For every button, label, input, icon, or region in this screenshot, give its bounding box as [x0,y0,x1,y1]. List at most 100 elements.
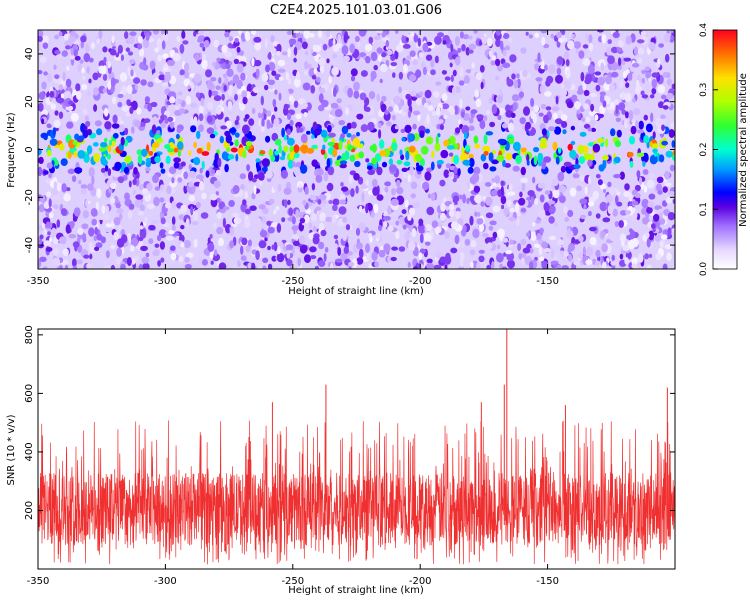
heatmap-cell [268,148,273,158]
heatmap-cell [616,46,623,53]
heatmap-cell [130,245,135,252]
heatmap-cell [547,200,556,205]
heatmap-cell [431,150,435,159]
heatmap-cell [287,159,294,169]
heatmap-cell [627,72,633,82]
heatmap-cell [194,53,200,62]
heatmap-cell [614,140,622,148]
heatmap-cell [448,171,455,177]
heatmap-cell [88,78,92,84]
heatmap-cell [464,238,471,246]
heatmap-cell [485,196,493,206]
heatmap-cell [508,37,513,43]
heatmap-cell [306,147,315,154]
heatmap-cell [405,150,410,161]
heatmap-cell [567,209,574,218]
heatmap-cell [304,60,308,70]
heatmap-cell [276,223,282,233]
heatmap-cell [496,244,501,250]
heatmap-cell [48,212,54,219]
heatmap-cell [373,35,381,41]
heatmap-cell [601,243,608,253]
heatmap-cell [616,129,622,138]
heatmap-cell [457,168,461,176]
heatmap-cell [38,35,43,42]
top-y-tick-label: 0 [24,146,35,152]
heatmap-cell [313,92,321,102]
heatmap-cell [244,208,251,215]
heatmap-cell [49,138,58,146]
heatmap-cell [405,37,409,42]
heatmap-cell [298,183,302,189]
heatmap-cell [56,182,62,192]
heatmap-cell [311,183,316,191]
heatmap-cell [116,207,124,214]
heatmap-cell [167,148,174,153]
heatmap-cell [476,114,484,120]
heatmap-cell [457,47,462,53]
heatmap-cell [576,185,582,192]
heatmap-cell [285,244,294,251]
heatmap-cell [133,167,138,175]
heatmap-cell [505,152,513,161]
heatmap-cell [158,229,167,239]
heatmap-cell [651,87,657,95]
heatmap-cell [144,216,148,224]
heatmap-cell [650,112,654,123]
heatmap-cell [141,148,148,157]
heatmap-cell [459,98,463,109]
heatmap-cell [221,151,229,161]
heatmap-cell [408,145,416,153]
heatmap-cell [302,199,307,206]
heatmap-cell [225,134,232,144]
heatmap-cell [563,50,570,60]
heatmap-cell [634,192,641,198]
heatmap-cell [255,250,260,261]
heatmap-cell [130,237,139,247]
heatmap-cell [430,59,435,68]
heatmap-cell [522,247,531,254]
heatmap-cell [633,46,639,56]
heatmap-cell [274,89,278,95]
heatmap-cell [102,88,107,94]
heatmap-cell [103,137,108,143]
snr-series-line [38,420,675,565]
top-y-tick-label: -40 [24,237,35,253]
heatmap-cell [535,219,541,224]
heatmap-cell [111,35,115,44]
heatmap-cell [525,121,531,130]
heatmap-cell [611,254,615,262]
heatmap-cell [271,70,277,76]
heatmap-cell [345,107,350,116]
heatmap-cell [327,124,332,133]
colorbar-tick-label: 0.2 [699,142,709,156]
heatmap-cell [391,188,396,196]
heatmap-cell [516,73,520,79]
heatmap-cell [125,47,131,52]
heatmap-cell [289,152,294,160]
heatmap-cell [120,54,124,61]
heatmap-cell [444,76,451,81]
heatmap-cell [474,211,478,217]
heatmap-cell [387,49,393,56]
heatmap-cell [526,159,530,166]
heatmap-cell [286,251,291,259]
heatmap-cell [388,164,397,173]
heatmap-cell [127,36,135,44]
heatmap-cell [453,167,459,174]
heatmap-cell [276,43,282,54]
heatmap-cell [374,261,379,268]
heatmap-cell [381,52,387,58]
heatmap-cell [592,143,601,153]
heatmap-cell [281,51,288,56]
heatmap-cell [373,64,379,71]
heatmap-cell [350,68,358,77]
heatmap-cell [454,105,459,115]
heatmap-cell [223,73,227,78]
heatmap-cell [413,34,419,43]
heatmap-cell [115,202,121,209]
heatmap-cell [468,117,474,124]
top-y-axis-label: Frequency (Hz) [6,112,17,188]
heatmap-cell [79,59,84,64]
heatmap-cell [401,209,407,214]
